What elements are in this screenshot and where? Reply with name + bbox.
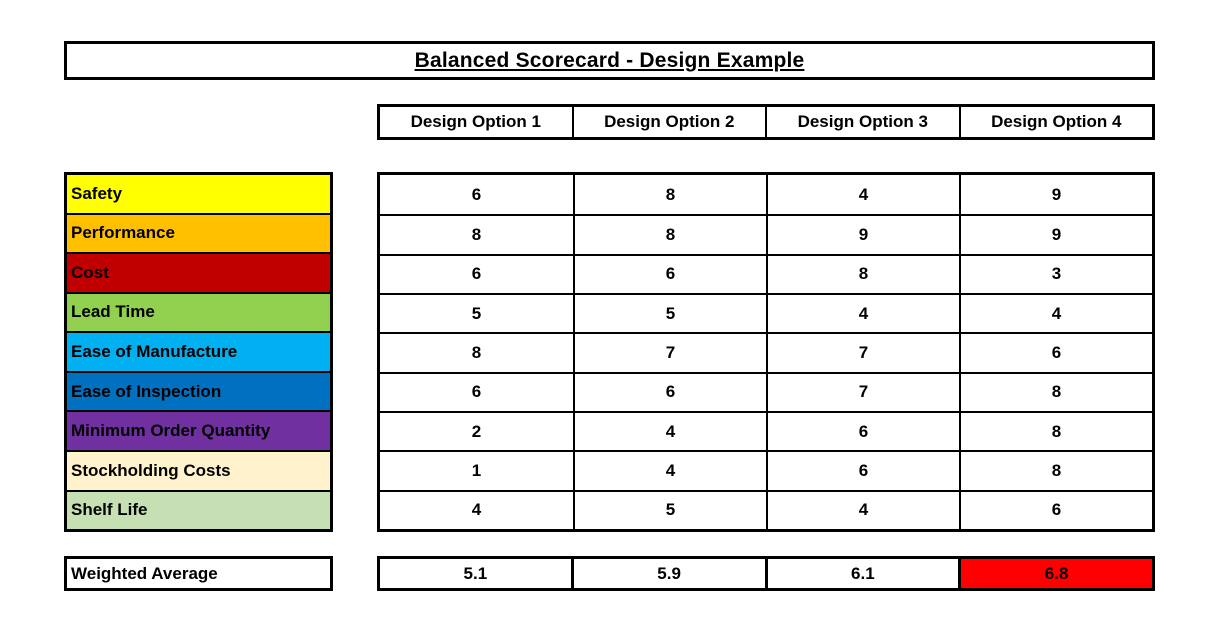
weighted-average-values-row: 5.1 5.9 6.1 6.8 [377,556,1155,591]
score-cell: 5 [573,292,766,333]
weighted-average-value: 5.1 [463,563,488,583]
score-cell: 6 [380,253,573,293]
column-header-design-option-2: Design Option 2 [571,107,766,137]
score-cell: 4 [573,450,766,490]
criteria-row-ease-of-inspection: Ease of Inspection [67,370,330,411]
weighted-average-label: Weighted Average [71,563,218,583]
score-cell: 8 [573,214,766,254]
score-cell: 4 [959,292,1152,333]
criteria-row-ease-of-manufacture: Ease of Manufacture [67,331,330,371]
score-cell: 6 [380,371,573,411]
score-cell: 9 [766,214,959,254]
column-header-design-option-3: Design Option 3 [765,107,959,137]
score-cell: 6 [766,450,959,490]
score-cell: 6 [471,184,482,204]
score-cell: 4 [380,489,573,529]
score-cell: 9 [959,214,1152,254]
criteria-row-cost: Cost [67,252,330,292]
score-cell: 8 [573,175,766,215]
score-cell: 9 [959,175,1152,215]
score-cell: 6 [573,253,766,293]
score-cell: 8 [380,214,573,253]
title-box: Balanced Scorecard - Design Example [64,41,1155,80]
score-cell: 5 [380,292,573,332]
score-cell: 6 [573,371,766,411]
weighted-average-value: 6.1 [764,559,959,588]
weighted-average-label-box: Weighted Average [64,556,333,591]
criteria-row-stockholding-costs: Stockholding Costs [67,449,330,490]
score-cell: 8 [766,253,959,293]
score-cell: 8 [959,371,1152,411]
score-cell: 6 [766,410,959,451]
column-header-design-option-1: Design Option 1 [410,112,541,131]
score-cell: 2 [380,410,573,450]
score-cell: 7 [573,332,766,372]
score-cell: 7 [766,371,959,411]
score-cell: 6 [959,332,1152,372]
score-cell: 7 [766,332,959,372]
criteria-row-minimum-order-quantity: Minimum Order Quantity [67,410,330,450]
score-cell: 4 [766,489,959,529]
criteria-row-safety: Safety [67,175,330,213]
score-cell: 8 [380,332,573,371]
design-options-header-row: Design Option 1 Design Option 2 Design Opt… [377,104,1155,140]
score-cell: 4 [573,410,766,451]
score-cell: 8 [959,450,1152,490]
score-cell: 4 [766,292,959,333]
column-header-design-option-4: Design Option 4 [958,107,1153,137]
page-title: Balanced Scorecard - Design Example [414,48,805,72]
weighted-average-value-highlighted: 6.8 [958,559,1152,588]
score-cell: 1 [380,450,573,489]
criteria-row-lead-time: Lead Time [67,291,330,332]
criteria-row-performance: Performance [67,212,330,253]
score-cell: 8 [959,410,1152,451]
score-cell: 4 [766,175,959,215]
score-cell: 6 [959,489,1152,529]
score-cell: 5 [573,489,766,529]
criteria-table: Safety Performance Cost Lead Time Ease of Ma… [64,172,333,532]
criteria-row-shelf-life: Shelf Life [67,489,330,530]
score-cell: 3 [959,253,1152,293]
weighted-average-value: 5.9 [570,559,765,588]
